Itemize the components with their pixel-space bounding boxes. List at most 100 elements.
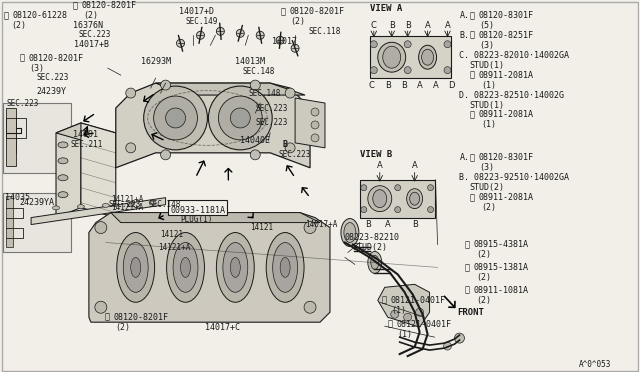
Text: (2): (2) xyxy=(11,21,26,30)
Text: 08120-8301F: 08120-8301F xyxy=(478,153,533,162)
Text: Ⓑ: Ⓑ xyxy=(469,153,474,162)
Text: B: B xyxy=(385,81,390,90)
Text: 14017: 14017 xyxy=(272,37,297,46)
Text: Ⓝ: Ⓝ xyxy=(465,240,470,249)
Text: A.: A. xyxy=(460,153,470,162)
Circle shape xyxy=(209,86,272,150)
Circle shape xyxy=(404,313,412,321)
Circle shape xyxy=(444,67,451,74)
Ellipse shape xyxy=(410,192,420,205)
Ellipse shape xyxy=(52,206,60,210)
Circle shape xyxy=(166,108,186,128)
Text: A: A xyxy=(445,21,451,30)
Polygon shape xyxy=(6,196,13,247)
Circle shape xyxy=(143,86,207,150)
Text: A^0^053: A^0^053 xyxy=(579,359,611,369)
Circle shape xyxy=(230,108,250,128)
Text: B: B xyxy=(412,220,417,229)
Text: SEC.223: SEC.223 xyxy=(255,118,287,128)
Text: (1): (1) xyxy=(481,81,497,90)
Polygon shape xyxy=(156,83,305,95)
Text: (2): (2) xyxy=(481,203,497,212)
FancyBboxPatch shape xyxy=(360,180,435,218)
Text: (3): (3) xyxy=(29,64,44,73)
Polygon shape xyxy=(81,123,116,218)
Circle shape xyxy=(125,143,136,153)
Text: (2): (2) xyxy=(476,296,492,305)
Text: 08120-8301F: 08120-8301F xyxy=(478,11,533,20)
Ellipse shape xyxy=(422,49,433,65)
Text: 08120-8201F: 08120-8201F xyxy=(114,313,169,322)
Text: SEC.223: SEC.223 xyxy=(255,103,287,112)
Ellipse shape xyxy=(378,42,406,72)
FancyBboxPatch shape xyxy=(168,200,227,215)
Circle shape xyxy=(161,80,171,90)
Text: FRONT: FRONT xyxy=(458,308,484,317)
Text: 14001: 14001 xyxy=(73,131,98,140)
Circle shape xyxy=(361,185,367,191)
Text: B: B xyxy=(388,21,395,30)
Text: (5): (5) xyxy=(479,21,494,30)
Circle shape xyxy=(250,150,260,160)
Ellipse shape xyxy=(77,205,84,209)
Text: (1): (1) xyxy=(397,330,413,339)
Text: STUD(2): STUD(2) xyxy=(352,243,387,252)
Text: 14013M: 14013M xyxy=(236,57,266,66)
Circle shape xyxy=(311,121,319,129)
Text: D: D xyxy=(448,81,455,90)
Text: 14017+B: 14017+B xyxy=(74,40,109,49)
Polygon shape xyxy=(31,198,166,225)
Text: A: A xyxy=(433,81,438,90)
Circle shape xyxy=(311,134,319,142)
Text: 14017+A: 14017+A xyxy=(305,220,337,229)
Text: B: B xyxy=(365,220,371,229)
Ellipse shape xyxy=(102,203,109,207)
Text: B: B xyxy=(401,81,406,90)
Ellipse shape xyxy=(372,190,387,208)
Text: 08120-8251F: 08120-8251F xyxy=(478,31,533,40)
Ellipse shape xyxy=(368,186,392,212)
Text: Ⓝ: Ⓝ xyxy=(465,263,470,272)
Text: B.: B. xyxy=(460,31,470,40)
Ellipse shape xyxy=(173,243,198,292)
FancyBboxPatch shape xyxy=(370,36,451,78)
Text: 08121-0401F: 08121-0401F xyxy=(397,320,452,329)
Circle shape xyxy=(371,67,378,74)
Text: 24239Y: 24239Y xyxy=(36,87,66,96)
Text: A: A xyxy=(412,161,417,170)
Text: (1): (1) xyxy=(481,121,497,129)
Circle shape xyxy=(454,333,465,343)
Text: D. 08223-82510·14002G: D. 08223-82510·14002G xyxy=(460,90,564,100)
Circle shape xyxy=(95,301,107,313)
Circle shape xyxy=(125,88,136,98)
Text: (3): (3) xyxy=(479,41,494,50)
Text: 08120-8201F: 08120-8201F xyxy=(28,54,83,63)
Circle shape xyxy=(161,150,171,160)
Text: SEC.223: SEC.223 xyxy=(6,99,38,108)
Text: (2): (2) xyxy=(476,250,492,259)
Text: A.: A. xyxy=(460,11,470,20)
Text: 08911-2081A: 08911-2081A xyxy=(478,110,533,119)
Text: SEC.223: SEC.223 xyxy=(109,200,141,209)
Ellipse shape xyxy=(58,175,68,181)
Circle shape xyxy=(154,96,198,140)
Text: 08120-8201F: 08120-8201F xyxy=(82,1,137,10)
Text: SEC.223: SEC.223 xyxy=(278,150,310,159)
Text: Ⓝ: Ⓝ xyxy=(469,71,474,80)
Ellipse shape xyxy=(266,232,304,302)
Ellipse shape xyxy=(344,222,356,243)
Text: (2): (2) xyxy=(83,11,98,20)
Ellipse shape xyxy=(383,46,401,68)
Text: 14121+A: 14121+A xyxy=(111,195,143,204)
Text: A: A xyxy=(377,161,383,170)
Circle shape xyxy=(304,301,316,313)
Text: Ⓑ: Ⓑ xyxy=(19,54,24,63)
Text: 08915-4381A: 08915-4381A xyxy=(474,240,529,249)
Text: Ⓝ: Ⓝ xyxy=(469,193,474,202)
Text: STUD(2): STUD(2) xyxy=(469,183,504,192)
Text: Ⓝ: Ⓝ xyxy=(465,286,470,295)
Text: 00933-1181A: 00933-1181A xyxy=(171,206,225,215)
Polygon shape xyxy=(56,123,116,143)
Text: VIEW A: VIEW A xyxy=(370,4,402,13)
Text: 14121: 14121 xyxy=(250,223,273,232)
